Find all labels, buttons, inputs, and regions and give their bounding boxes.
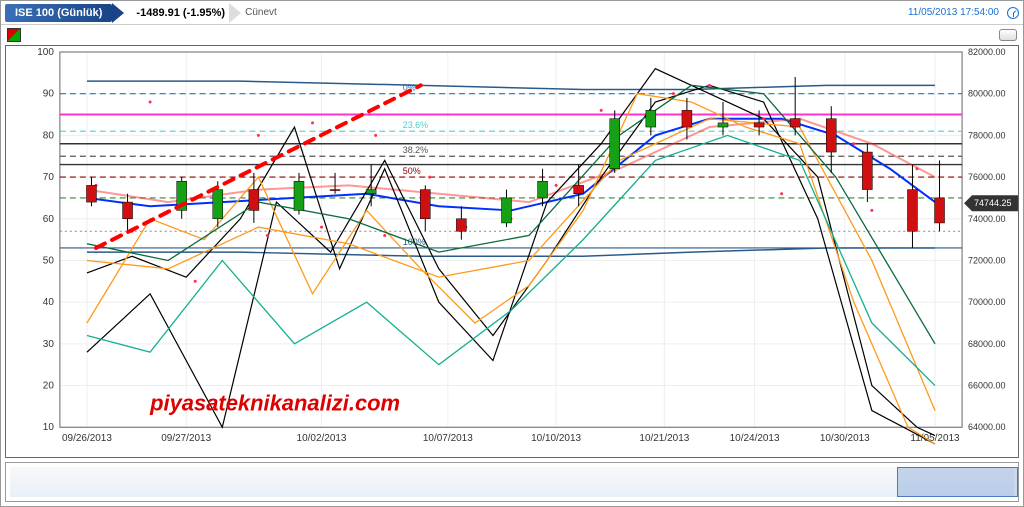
indicator-icon[interactable] (7, 28, 21, 42)
svg-text:50%: 50% (403, 166, 421, 176)
settings-icon[interactable] (999, 29, 1017, 41)
svg-text:80: 80 (43, 130, 55, 141)
svg-text:64000.00: 64000.00 (968, 422, 1005, 432)
svg-text:74000.00: 74000.00 (968, 214, 1005, 224)
svg-text:72000.00: 72000.00 (968, 255, 1005, 265)
navigator[interactable] (5, 462, 1019, 502)
navigator-area (10, 467, 1014, 497)
svg-text:10/02/2013: 10/02/2013 (297, 433, 347, 444)
svg-text:10/21/2013: 10/21/2013 (639, 433, 689, 444)
svg-text:10/24/2013: 10/24/2013 (730, 433, 780, 444)
svg-text:90: 90 (43, 89, 55, 100)
toolbar (1, 25, 1023, 45)
chart-area[interactable]: 10 20 30 40 50 60 70 80 90 100 64000.00 66000.00 680… (5, 45, 1019, 458)
title-arrow (112, 3, 124, 23)
svg-text:70: 70 (43, 172, 55, 183)
svg-text:09/26/2013: 09/26/2013 (62, 433, 112, 444)
chart-svg: 10 20 30 40 50 60 70 80 90 100 64000.00 66000.00 680… (6, 46, 1018, 453)
svg-text:76000.00: 76000.00 (968, 172, 1005, 182)
svg-text:80000.00: 80000.00 (968, 89, 1005, 99)
svg-text:70000.00: 70000.00 (968, 297, 1005, 307)
price-change: -1489.91 (-1.95%) (132, 7, 225, 19)
svg-text:82000.00: 82000.00 (968, 47, 1005, 57)
svg-text:09/27/2013: 09/27/2013 (161, 433, 211, 444)
header-bar: ISE 100 (Günlük) -1489.91 (-1.95%) Cünev… (1, 1, 1023, 25)
svg-text:10/30/2013: 10/30/2013 (820, 433, 870, 444)
timestamp: 11/05/2013 17:54:00 (908, 7, 999, 18)
svg-text:78000.00: 78000.00 (968, 130, 1005, 140)
svg-text:68000.00: 68000.00 (968, 339, 1005, 349)
app-window: ISE 100 (Günlük) -1489.91 (-1.95%) Cünev… (0, 0, 1024, 507)
svg-text:38.2%: 38.2% (403, 145, 428, 155)
svg-text:30: 30 (43, 339, 55, 350)
svg-text:10/07/2013: 10/07/2013 (423, 433, 473, 444)
svg-text:100: 100 (37, 47, 54, 58)
svg-text:50: 50 (43, 255, 55, 266)
svg-text:40: 40 (43, 297, 55, 308)
svg-text:66000.00: 66000.00 (968, 381, 1005, 391)
svg-text:23.6%: 23.6% (403, 120, 428, 130)
clock-icon (1007, 7, 1019, 19)
svg-text:piyasateknikanalizi.com: piyasateknikanalizi.com (149, 391, 400, 416)
svg-text:74744.25: 74744.25 (974, 198, 1011, 208)
svg-text:10/10/2013: 10/10/2013 (531, 433, 581, 444)
sub-label: Cünevt (245, 7, 277, 18)
price-arrow (229, 3, 241, 23)
svg-text:10: 10 (43, 422, 55, 433)
svg-text:60: 60 (43, 214, 55, 225)
svg-text:20: 20 (43, 381, 55, 392)
symbol-title: ISE 100 (Günlük) (5, 4, 112, 22)
navigator-slider[interactable] (897, 467, 1018, 497)
